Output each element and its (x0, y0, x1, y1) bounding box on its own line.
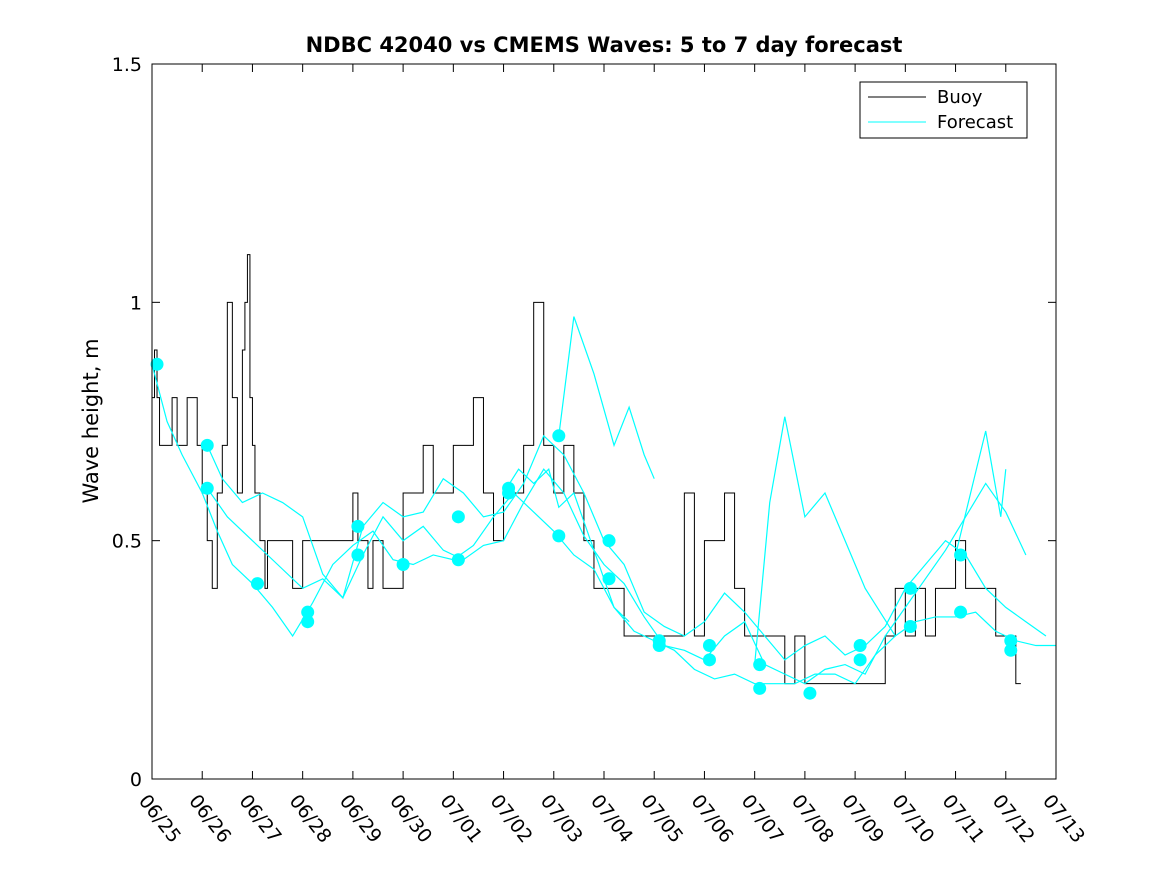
legend-buoy-label: Buoy (937, 87, 983, 108)
forecast-start-marker (903, 619, 917, 633)
legend-forecast-label: Forecast (937, 112, 1013, 133)
forecast-start-marker (351, 519, 365, 533)
plot-area (150, 254, 1056, 700)
forecast-start-marker (1004, 643, 1018, 657)
forecast-series-line (503, 468, 630, 623)
forecast-start-marker (200, 481, 214, 495)
forecast-start-marker (451, 510, 465, 524)
legend: Buoy Forecast (859, 81, 1028, 139)
y-axis-label: Wave height, m (79, 338, 103, 503)
forecast-start-marker (552, 529, 566, 543)
forecast-start-marker (702, 653, 716, 667)
forecast-start-marker (396, 558, 410, 571)
chart-title: NDBC 42040 vs CMEMS Waves: 5 to 7 day fo… (306, 33, 903, 57)
forecast-series-line (206, 468, 1027, 685)
forecast-series-line (151, 364, 1056, 685)
forecast-start-marker (853, 653, 867, 667)
forecast-start-marker (301, 615, 315, 629)
y-tick-label: 0 (130, 769, 142, 791)
forecast-start-marker (702, 639, 716, 653)
forecast-start-marker (552, 429, 566, 443)
y-tick-label: 0.5 (112, 531, 142, 553)
y-tick-label: 1 (130, 292, 142, 314)
forecast-start-marker (451, 553, 465, 567)
buoy-series-line (152, 254, 1021, 685)
forecast-start-marker (803, 686, 817, 700)
forecast-start-marker (954, 605, 968, 619)
forecast-start-marker (200, 438, 214, 452)
forecast-start-marker (250, 577, 264, 591)
forecast-series-line (754, 416, 896, 665)
forecast-series-line (954, 430, 1007, 556)
forecast-start-marker (150, 357, 164, 371)
forecast-start-marker (301, 605, 315, 619)
y-tick-label: 1.5 (112, 54, 142, 76)
forecast-start-marker (1004, 634, 1018, 648)
forecast-start-marker (602, 572, 616, 586)
forecast-start-marker (753, 658, 767, 672)
forecast-series-line (558, 316, 655, 479)
forecast-start-marker (853, 639, 867, 653)
forecast-start-marker (652, 639, 666, 653)
forecast-start-marker (351, 548, 365, 562)
forecast-start-marker (602, 534, 616, 548)
forecast-start-marker (502, 486, 516, 500)
forecast-start-marker (753, 681, 767, 695)
forecast-start-marker (903, 581, 917, 595)
forecast-start-marker (954, 548, 968, 562)
legend-box (859, 81, 1028, 139)
